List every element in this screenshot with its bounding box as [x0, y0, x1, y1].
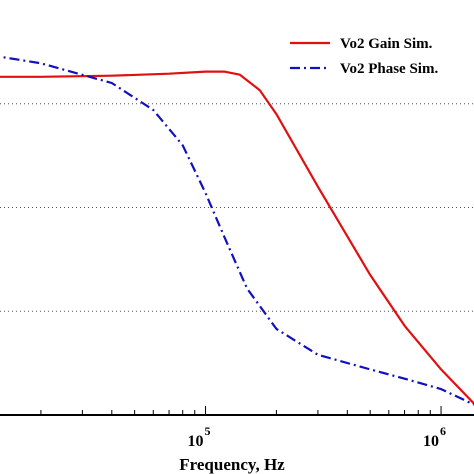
- legend: Vo2 Gain Sim. Vo2 Phase Sim.: [290, 36, 438, 77]
- legend-label: Vo2 Phase Sim.: [340, 61, 438, 77]
- x-tick-base: 10: [188, 433, 204, 450]
- series-layer: [0, 55, 474, 406]
- x-tick-base: 10: [423, 433, 439, 450]
- x-tick-label: 106: [423, 424, 446, 450]
- x-tick-exponent: 6: [440, 424, 446, 438]
- x-axis-label: Frequency, Hz: [179, 455, 285, 474]
- legend-label: Vo2 Gain Sim.: [340, 36, 433, 52]
- series-line-2: [0, 55, 474, 406]
- x-tick-label: 105: [188, 424, 211, 450]
- x-tick-exponent: 5: [205, 424, 211, 438]
- series-line-1: [0, 70, 474, 405]
- gridlines: [0, 103, 474, 312]
- axes: [0, 406, 474, 416]
